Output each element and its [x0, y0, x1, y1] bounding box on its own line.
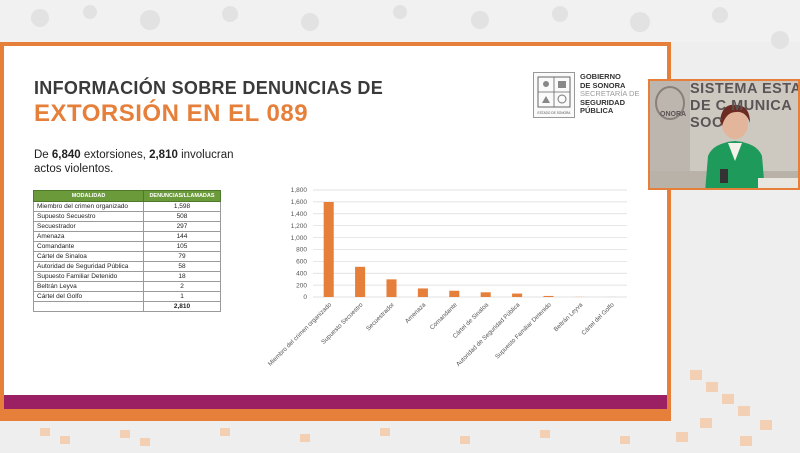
subtitle-total-extortions: 6,840 [51, 149, 81, 161]
table-cell-count: 144 [143, 231, 221, 242]
table-row: Miembro del crimen organizado 1,598 [33, 201, 221, 212]
subtitle-violent-count: 2,810 [149, 149, 178, 161]
table-cell-modalidad: Cártel de Sinaloa [33, 251, 144, 262]
slide-title-line1: INFORMACIÓN SOBRE DENUNCIAS DE [34, 78, 384, 98]
y-tick-label: 1,600 [291, 199, 308, 206]
table-cell-count: 2 [143, 281, 221, 292]
slide-title-line2: EXTORSIÓN EN EL 089 [34, 100, 309, 127]
table-cell-count: 79 [143, 251, 221, 262]
x-tick-label: Beltrán Leyva [553, 301, 585, 333]
table-cell-modalidad: Supuesto Secuestro [33, 211, 144, 222]
y-tick-label: 400 [296, 270, 307, 277]
pip-background-banner: SISTEMA ESTA DE C MUNICA SOC [690, 81, 800, 132]
subtitle-mid: extorsiones, [80, 149, 150, 161]
y-tick-label: 1,200 [291, 223, 308, 230]
table-cell-modalidad: Amenaza [33, 231, 144, 242]
table-cell-count: 297 [143, 221, 221, 232]
table-cell-count: 18 [143, 271, 221, 282]
x-tick-label: Comandante [429, 301, 459, 331]
table-row: Autoridad de Seguridad Pública 58 [33, 261, 221, 272]
bar [323, 202, 334, 297]
slide-footer-purple-stripe [4, 395, 667, 409]
x-tick-label: Supuesto Familiar Detenido [494, 301, 553, 360]
extortion-modality-table: MODALIDAD DENUNCIAS/LLAMADAS Miembro del… [33, 190, 221, 312]
table-row: Supuesto Secuestro 508 [33, 211, 221, 222]
table-cell-modalidad: Autoridad de Seguridad Pública [33, 261, 144, 272]
table-total-empty-cell [33, 301, 144, 312]
extortion-bar-chart: 0 200 400 600 800 1,000 1,200 1,400 1,600 1,800 Mi… [267, 187, 627, 368]
logo-line-secretaria: SECRETARÍA DE [580, 89, 640, 98]
table-cell-modalidad: Supuesto Familiar Detenido [33, 271, 144, 282]
table-header-denuncias: DENUNCIAS/LLAMADAS [143, 190, 221, 202]
bar [480, 292, 491, 297]
speaker-video-frame [650, 81, 798, 188]
table-cell-modalidad: Beltrán Leyva [33, 281, 144, 292]
bar [386, 279, 397, 297]
table-cell-modalidad: Secuestrador [33, 221, 144, 232]
speaker-video-overlay: SISTEMA ESTA DE C MUNICA SOC ONORA [648, 79, 800, 190]
sonora-security-logo: ESTADO DE SONORA GOBIERNO DE SONORA SECR… [533, 72, 643, 118]
logo-line-gobierno: GOBIERNO [580, 72, 621, 81]
table-total-row: 2,810 [33, 301, 221, 312]
table-header-modalidad: MODALIDAD [33, 190, 144, 202]
y-tick-label: 200 [296, 282, 307, 289]
logo-line-seguridad: SEGURIDAD [580, 97, 626, 107]
bar [543, 295, 554, 297]
y-tick-label: 1,400 [291, 211, 308, 218]
table-row: Beltrán Leyva 2 [33, 281, 221, 292]
x-tick-label: Miembro del crimen organizado [267, 301, 334, 368]
y-tick-label: 600 [296, 259, 307, 266]
table-cell-count: 1,598 [143, 201, 221, 212]
table-row: Supuesto Familiar Detenido 18 [33, 271, 221, 282]
pip-banner-line2: DE C MUNICA [690, 98, 793, 114]
table-row: Amenaza 144 [33, 231, 221, 242]
x-tick-label: Amenaza [404, 301, 428, 325]
bar [512, 293, 523, 297]
y-tick-label: 0 [303, 294, 307, 301]
slide-footer-orange-stripe [0, 409, 671, 421]
y-tick-label: 800 [296, 247, 307, 254]
bar [355, 266, 366, 297]
x-tick-label: Autoridad de Seguridad Pública [455, 301, 522, 368]
table-header-row: MODALIDAD DENUNCIAS/LLAMADAS [33, 190, 221, 202]
emblem-caption: ESTADO DE SONORA [538, 111, 572, 115]
table-cell-count: 1 [143, 291, 221, 302]
table-row: Comandante 105 [33, 241, 221, 252]
table-cell-count: 105 [143, 241, 221, 252]
table-row: Secuestrador 297 [33, 221, 221, 232]
x-tick-label: Cártel del Golfo [580, 301, 616, 337]
logo-line-publica: PÚBLICA [580, 106, 614, 115]
x-tick-label: Secuestrador [365, 301, 396, 332]
table-cell-modalidad: Comandante [33, 241, 144, 252]
slide-subtitle: De 6,840 extorsiones, 2,810 involucran a… [34, 148, 264, 176]
table-cell-modalidad: Cártel del Golfo [33, 291, 144, 302]
table-cell-modalidad: Miembro del crimen organizado [33, 201, 144, 212]
y-tick-label: 1,000 [291, 235, 308, 242]
pip-banner-line1: SISTEMA ESTA [690, 81, 800, 97]
bar [417, 288, 428, 297]
bar [449, 290, 460, 297]
table-row: Cártel de Sinaloa 79 [33, 251, 221, 262]
table-total-value: 2,810 [143, 301, 221, 312]
table-cell-count: 58 [143, 261, 221, 272]
logo-text: GOBIERNO DE SONORA SECRETARÍA DE SEGURID… [580, 72, 640, 116]
table-row: Cártel del Golfo 1 [33, 291, 221, 302]
y-tick-label: 1,800 [291, 187, 308, 194]
subtitle-post: involucran actos violentos. [34, 149, 234, 175]
pip-left-text: ONORA [660, 111, 687, 118]
state-emblem-icon: ESTADO DE SONORA [533, 72, 575, 118]
logo-line-sonora: DE SONORA [580, 80, 626, 90]
pip-banner-line3: SOC [690, 115, 723, 131]
table-cell-count: 508 [143, 211, 221, 222]
subtitle-pre: De [34, 149, 52, 161]
